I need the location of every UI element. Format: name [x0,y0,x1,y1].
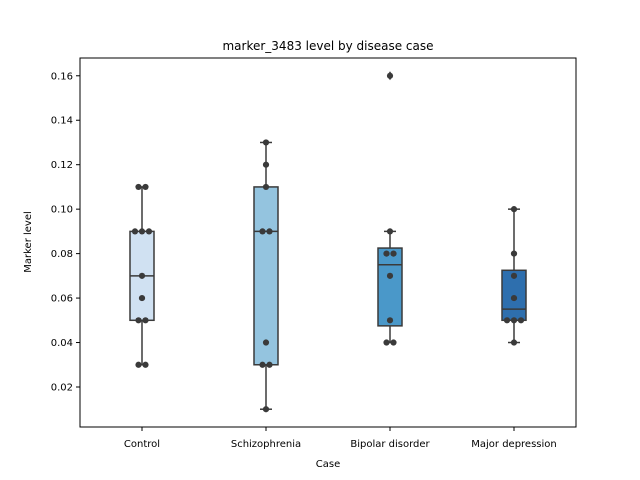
data-point [510,339,518,346]
data-point [386,228,394,235]
y-axis: 0.02 0.04 0.06 0.08 0.10 0.12 0.14 0.16 [51,71,80,393]
data-point [135,317,142,324]
box-group [253,141,279,410]
data-point [145,228,153,235]
x-tick-label: Major depression [471,439,557,450]
data-point [383,250,390,257]
plot-area [129,71,527,413]
data-point [259,228,266,235]
data-point [266,361,273,368]
data-point [386,72,394,79]
plot-frame [79,57,577,428]
box-body [377,247,403,327]
data-point [510,294,518,302]
data-point [259,361,266,368]
data-point [135,183,142,191]
data-point [138,272,146,279]
data-point [266,228,273,235]
y-tick-label: 0.10 [51,205,73,216]
data-point [262,139,270,146]
x-tick-label: Schizophrenia [231,439,301,450]
data-point [262,339,270,346]
chart-title: marker_3483 level by disease case [222,39,433,53]
y-tick-label: 0.08 [51,249,73,260]
data-point [390,339,397,346]
data-point [510,317,518,324]
data-point [142,183,149,191]
y-tick-label: 0.12 [51,160,73,171]
x-axis: Control Schizophrenia Bipolar disorder Majo… [124,427,557,450]
data-point [510,272,518,279]
data-point [510,206,518,213]
y-tick-label: 0.06 [51,294,73,305]
data-point [262,183,270,191]
y-axis-label: Marker level [23,211,34,273]
x-axis-label: Case [316,459,340,470]
data-point [138,228,146,235]
data-point [386,317,394,324]
data-point [135,361,142,368]
y-tick-label: 0.02 [51,382,73,393]
data-point [383,339,390,346]
data-point [510,250,518,257]
data-point [386,272,394,279]
box-body [253,186,279,366]
data-point [142,317,149,324]
y-tick-label: 0.04 [51,338,73,349]
data-point [262,406,270,413]
data-point [142,361,149,368]
data-point [138,294,146,302]
y-tick-label: 0.16 [51,71,73,82]
data-point [517,317,525,324]
y-tick-label: 0.14 [51,116,73,127]
x-tick-label: Bipolar disorder [350,439,430,450]
data-point [262,161,270,168]
data-point [503,317,511,324]
data-point [390,250,397,257]
x-tick-label: Control [124,439,160,450]
data-point [131,228,139,235]
box-group [377,71,403,344]
